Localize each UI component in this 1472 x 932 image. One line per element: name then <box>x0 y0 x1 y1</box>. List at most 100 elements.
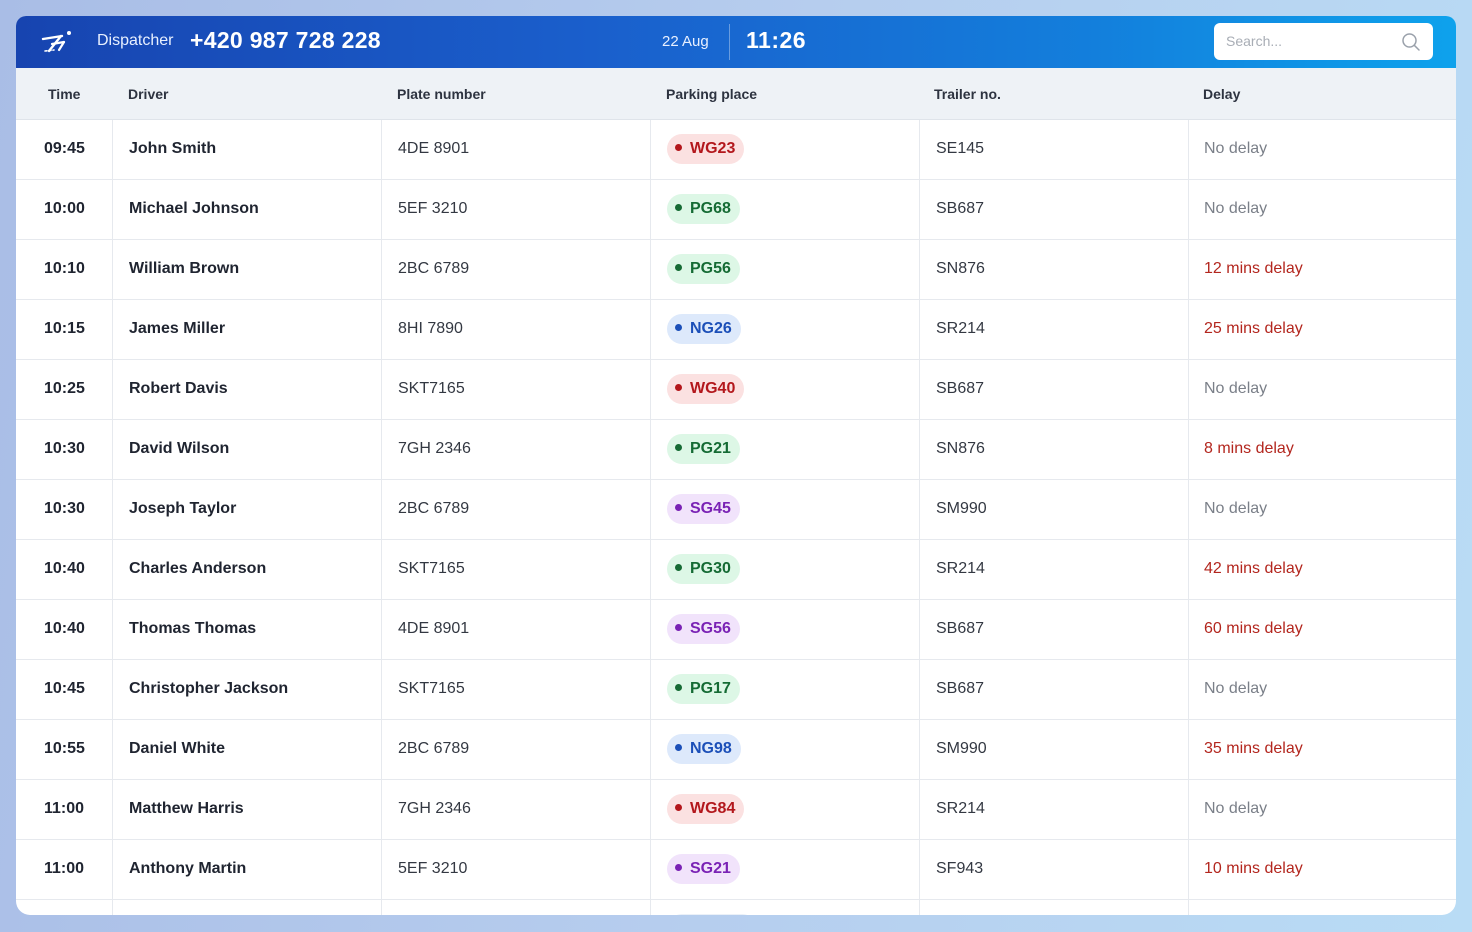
table-body: 09:45 John Smith 4DE 8901 WG23 SE145 No delay… <box>16 120 1456 915</box>
cell-time: 10:10 <box>16 240 112 299</box>
column-header-driver[interactable]: Driver <box>128 86 169 102</box>
cell-trailer: SN876 <box>919 420 1188 479</box>
cell-time: 11:00 <box>16 840 112 899</box>
parking-label: SG45 <box>690 500 731 517</box>
cell-trailer: SE145 <box>919 120 1188 179</box>
cell-plate-text: 2BC 6789 <box>398 740 470 757</box>
cell-time-text: 10:40 <box>44 560 85 577</box>
table-row[interactable]: 10:10 William Brown 2BC 6789 PG56 SN876 12 mi… <box>16 240 1456 300</box>
cell-time: 10:25 <box>16 360 112 419</box>
parking-badge[interactable]: SG45 <box>667 494 740 524</box>
status-dot-icon <box>675 504 682 511</box>
parking-badge[interactable]: NG98 <box>667 734 741 764</box>
cell-parking: WG40 <box>650 360 919 419</box>
table-row[interactable]: 10:25 Robert Davis SKT7165 WG40 SB687 No dela… <box>16 360 1456 420</box>
cell-driver: John Smith <box>112 120 381 179</box>
cell-delay-text: 25 mins delay <box>1204 320 1303 337</box>
cell-plate: 7GH 2346 <box>381 420 650 479</box>
column-header-time[interactable]: Time <box>48 86 81 102</box>
parking-badge[interactable]: WG40 <box>667 374 745 404</box>
cell-parking: NG98 <box>650 720 919 779</box>
parking-label: PG68 <box>690 200 731 217</box>
table-row[interactable]: 11:00 Matthew Harris 7GH 2346 WG84 SR214 No d… <box>16 780 1456 840</box>
header-divider <box>729 24 730 60</box>
parking-badge[interactable]: PG21 <box>667 434 740 464</box>
cell-delay: 10 mins delay <box>1188 840 1456 899</box>
cell-driver: Michael Johnson <box>112 180 381 239</box>
parking-label: SG21 <box>690 860 731 877</box>
dispatcher-phone[interactable]: +420 987 728 228 <box>190 27 381 53</box>
cell-delay: No delay <box>1188 120 1456 179</box>
cell-driver: Robert Davis <box>112 360 381 419</box>
table-row[interactable]: 10:15 James Miller 8HI 7890 NG26 SR214 25 min… <box>16 300 1456 360</box>
cell-driver-text: James Miller <box>129 320 226 337</box>
cell-trailer: SM990 <box>919 480 1188 539</box>
parking-badge[interactable]: SG21 <box>667 854 740 884</box>
cell-driver: Daniel White <box>112 720 381 779</box>
parking-badge[interactable]: WG84 <box>667 794 745 824</box>
status-dot-icon <box>675 804 682 811</box>
table-row[interactable]: 10:55 Daniel White 2BC 6789 NG98 SM990 35 min… <box>16 720 1456 780</box>
table-row[interactable]: 10:45 Christopher Jackson SKT7165 PG17 SB687… <box>16 660 1456 720</box>
parking-badge[interactable]: NG26 <box>667 314 741 344</box>
cell-parking: WG84 <box>650 780 919 839</box>
cell-plate <box>381 900 650 915</box>
cell-plate-text: 2BC 6789 <box>398 500 470 517</box>
cell-time-text: 10:15 <box>44 320 85 337</box>
cell-delay: 42 mins delay <box>1188 540 1456 599</box>
column-header-parking[interactable]: Parking place <box>666 86 758 102</box>
column-header-delay[interactable]: Delay <box>1203 86 1241 102</box>
cell-time: 10:40 <box>16 540 112 599</box>
table-row[interactable]: 10:30 Joseph Taylor 2BC 6789 SG45 SM990 No de… <box>16 480 1456 540</box>
cell-driver-text: Charles Anderson <box>129 560 267 577</box>
cell-delay-text: 10 mins delay <box>1204 860 1303 877</box>
table-row[interactable]: 10:40 Charles Anderson SKT7165 PG30 SR214 42 … <box>16 540 1456 600</box>
search-box[interactable] <box>1214 23 1433 60</box>
cell-time-text: 10:10 <box>44 260 85 277</box>
cell-delay-text: No delay <box>1204 680 1268 697</box>
status-dot-icon <box>675 744 682 751</box>
table-row[interactable]: 11:00 Anthony Martin 5EF 3210 SG21 SF943 10 m… <box>16 840 1456 900</box>
cell-delay: No delay <box>1188 480 1456 539</box>
parking-label: PG56 <box>690 260 731 277</box>
parking-label: WG84 <box>690 800 736 817</box>
cell-trailer-text: SB687 <box>936 620 985 637</box>
cell-driver-text: Anthony Martin <box>129 860 247 877</box>
cell-time <box>16 900 112 915</box>
cell-delay-text: 35 mins delay <box>1204 740 1303 757</box>
status-dot-icon <box>675 264 682 271</box>
cell-trailer-text: SN876 <box>936 440 985 457</box>
table-row[interactable]: 10:40 Thomas Thomas 4DE 8901 SG56 SB687 60 mi… <box>16 600 1456 660</box>
cell-time-text: 11:00 <box>44 860 85 877</box>
cell-time: 09:45 <box>16 120 112 179</box>
parking-badge[interactable]: PG68 <box>667 194 740 224</box>
parking-badge[interactable]: SG56 <box>667 614 740 644</box>
top-bar: Dispatcher +420 987 728 228 22 Aug 11:26 <box>16 16 1456 68</box>
cell-plate-text: 5EF 3210 <box>398 860 468 877</box>
status-dot-icon <box>675 684 682 691</box>
table-row[interactable]: 09:45 John Smith 4DE 8901 WG23 SE145 No delay <box>16 120 1456 180</box>
status-dot-icon <box>675 864 682 871</box>
parking-badge[interactable]: PG56 <box>667 254 740 284</box>
table-row[interactable]: 10:00 Michael Johnson 5EF 3210 PG68 SB687 No … <box>16 180 1456 240</box>
parking-badge[interactable]: PG30 <box>667 554 740 584</box>
search-input[interactable] <box>1226 31 1386 51</box>
column-header-plate[interactable]: Plate number <box>397 86 486 102</box>
cell-trailer-text: SM990 <box>936 740 987 757</box>
column-header-trailer[interactable]: Trailer no. <box>934 86 1001 102</box>
cell-plate-text: 7GH 2346 <box>398 800 471 817</box>
cell-time: 10:30 <box>16 480 112 539</box>
cell-plate: 5EF 3210 <box>381 180 650 239</box>
table-row[interactable]: 10:30 David Wilson 7GH 2346 PG21 SN876 8 mins… <box>16 420 1456 480</box>
cell-trailer-text: SR214 <box>936 800 985 817</box>
cell-time-text: 10:40 <box>44 620 85 637</box>
cell-delay: 25 mins delay <box>1188 300 1456 359</box>
cell-trailer <box>919 900 1188 915</box>
cell-delay: No delay <box>1188 660 1456 719</box>
parking-badge[interactable]: WG23 <box>667 134 745 164</box>
cell-trailer: SF943 <box>919 840 1188 899</box>
cell-parking: WG23 <box>650 120 919 179</box>
cell-parking: PG21 <box>650 420 919 479</box>
search-icon[interactable] <box>1401 32 1421 52</box>
parking-badge[interactable]: PG17 <box>667 674 740 704</box>
